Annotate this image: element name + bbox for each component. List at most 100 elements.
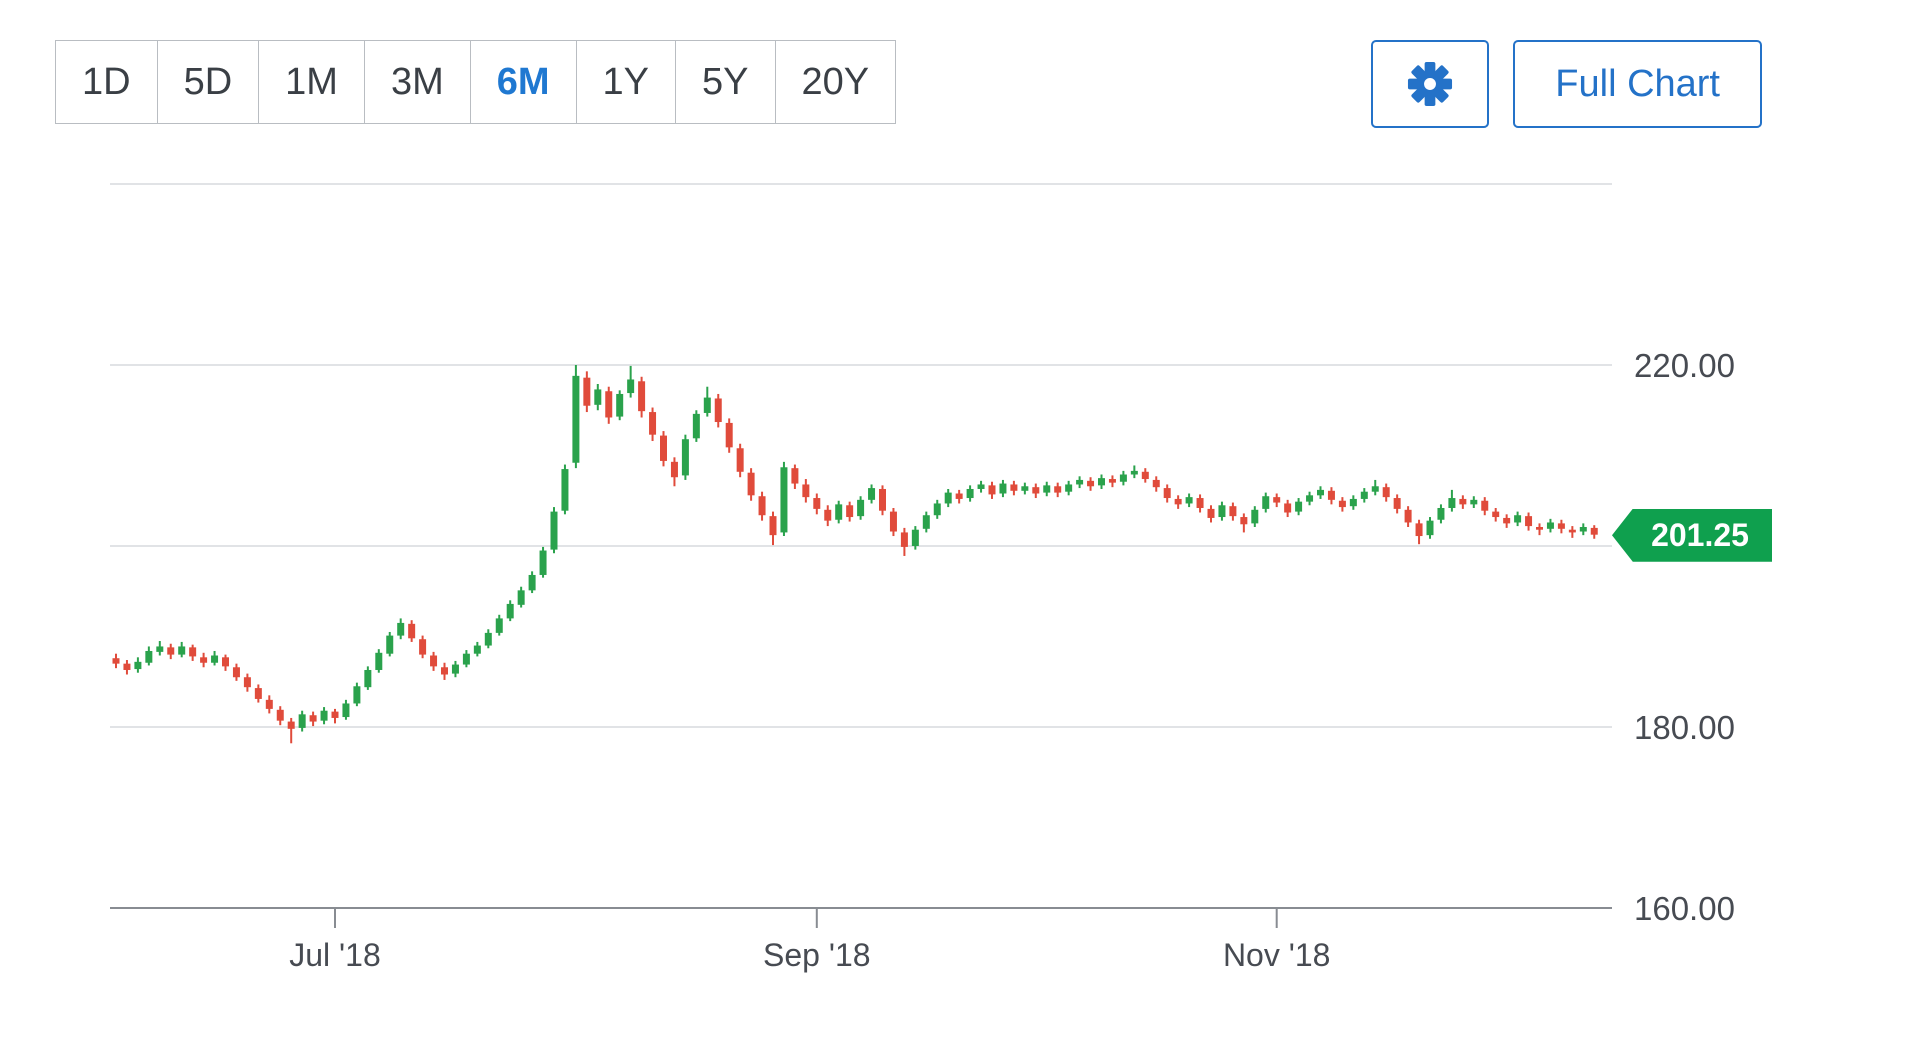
candle-body-down	[813, 498, 821, 509]
candle-body-down	[1054, 486, 1062, 493]
candle-body-up	[1371, 486, 1379, 492]
candle-body-up	[572, 375, 580, 463]
candle-body-down	[1393, 498, 1401, 509]
candle-body-down	[1163, 488, 1171, 499]
candle-body-up	[681, 439, 689, 476]
candle-body-down	[112, 658, 120, 664]
candle-body-up	[353, 686, 361, 704]
candle-body-down	[638, 381, 646, 412]
y-axis-label: 160.00	[1634, 890, 1735, 927]
range-button-5d[interactable]: 5D	[156, 40, 260, 124]
candle-body-up	[1185, 497, 1193, 504]
range-button-1d[interactable]: 1D	[55, 40, 158, 124]
toolbar: 1D 5D 1M 3M 6M 1Y 5Y 20Y Full Chart	[55, 40, 1762, 128]
candle-body-down	[714, 398, 722, 423]
candle-body-down	[1404, 509, 1412, 523]
candle-body-down	[1459, 498, 1467, 505]
candle-body-up	[451, 664, 459, 674]
candle-body-up	[933, 503, 941, 516]
candle-body-down	[747, 472, 755, 496]
candle-body-up	[977, 484, 985, 489]
candle-body-up	[1295, 501, 1303, 512]
candle-body-up	[627, 379, 635, 394]
candle-body-up	[561, 469, 569, 511]
candle-body-down	[200, 657, 208, 663]
candle-body-up	[386, 635, 394, 654]
candle-body-up	[999, 483, 1007, 494]
candle-body-up	[1306, 495, 1314, 502]
candle-body-up	[320, 710, 328, 721]
candle-body-down	[725, 422, 733, 448]
candle-body-up	[1448, 498, 1456, 508]
candle-body-down	[1141, 471, 1149, 480]
range-button-6m[interactable]: 6M	[469, 40, 577, 124]
candle-body-up	[1579, 526, 1587, 532]
x-axis-label: Nov '18	[1223, 937, 1331, 973]
candle-body-up	[692, 413, 700, 439]
candle-body-up	[1514, 515, 1522, 523]
candle-body-up	[1317, 489, 1324, 496]
candle-body-down	[1174, 498, 1182, 505]
candle-body-down	[1590, 527, 1598, 535]
candle-body-down	[1229, 506, 1237, 517]
candle-body-down	[1152, 479, 1160, 488]
candle-body-down	[1196, 498, 1204, 508]
candle-body-down	[1284, 503, 1292, 513]
candle-body-down	[1415, 523, 1423, 537]
candle-body-up	[375, 652, 383, 670]
candle-body-down	[1492, 511, 1500, 518]
candle-body-down	[758, 496, 766, 516]
candle-body-down	[232, 667, 240, 678]
range-button-5y[interactable]: 5Y	[675, 40, 776, 124]
candle-body-up	[134, 661, 142, 670]
candle-body-down	[331, 711, 339, 718]
candle-body-down	[1536, 526, 1543, 530]
candle-body-up	[364, 669, 372, 688]
candle-body-up	[780, 467, 788, 533]
candle-body-up	[1426, 520, 1434, 536]
candle-body-up	[835, 504, 843, 520]
range-button-3m[interactable]: 3M	[363, 40, 471, 124]
candle-body-up	[1360, 491, 1368, 499]
candle-body-down	[1207, 508, 1215, 518]
candle-body-up	[868, 488, 876, 500]
candle-body-down	[1032, 487, 1040, 494]
candle-body-up	[1130, 470, 1138, 475]
candle-body-down	[660, 435, 667, 461]
candle-body-up	[1119, 474, 1127, 482]
candle-body-down	[1338, 500, 1346, 508]
candle-body-down	[1481, 500, 1489, 511]
full-chart-button[interactable]: Full Chart	[1513, 40, 1762, 128]
candle-body-down	[1010, 484, 1018, 491]
candle-body-up	[944, 492, 952, 504]
x-axis-label: Sep '18	[763, 937, 871, 973]
candle-body-up	[506, 603, 514, 619]
candle-body-down	[605, 391, 613, 418]
y-axis-label: 180.00	[1634, 709, 1735, 746]
candle-body-down	[419, 639, 427, 655]
candle-body-down	[243, 677, 251, 688]
candle-body-down	[167, 647, 175, 655]
candle-body-up	[211, 655, 219, 663]
last-price-value: 201.25	[1651, 516, 1749, 553]
candle-body-down	[1327, 490, 1335, 500]
candle-body-down	[846, 505, 854, 518]
range-button-1y[interactable]: 1Y	[575, 40, 677, 124]
candle-body-down	[1382, 487, 1390, 498]
gear-icon	[1408, 61, 1453, 107]
candle-body-down	[1087, 480, 1095, 487]
candle-body-up	[528, 574, 536, 591]
candle-body-down	[430, 655, 438, 667]
range-button-1m[interactable]: 1M	[258, 40, 365, 124]
candle-body-down	[254, 688, 262, 699]
candle-body-down	[1273, 497, 1281, 503]
chart-settings-button[interactable]	[1371, 40, 1490, 128]
candle-body-up	[1546, 522, 1554, 529]
last-price-badge: 201.25	[1612, 508, 1772, 562]
range-button-20y[interactable]: 20Y	[774, 40, 897, 124]
candle-body-up	[911, 529, 919, 546]
candle-body-up	[462, 653, 470, 665]
candle-body-down	[1525, 516, 1533, 527]
candle-body-up	[1251, 509, 1259, 524]
